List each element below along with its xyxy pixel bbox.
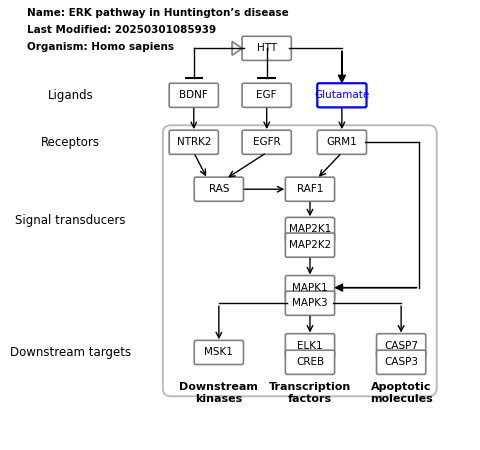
Text: Glutamate: Glutamate — [314, 90, 370, 100]
Text: MAP2K1: MAP2K1 — [289, 225, 331, 234]
Text: Apoptotic
molecules: Apoptotic molecules — [370, 382, 432, 404]
FancyBboxPatch shape — [242, 130, 291, 154]
FancyBboxPatch shape — [286, 350, 335, 374]
FancyBboxPatch shape — [286, 291, 335, 315]
FancyBboxPatch shape — [242, 83, 291, 108]
Text: MAPK3: MAPK3 — [292, 298, 328, 308]
FancyBboxPatch shape — [286, 177, 335, 201]
FancyBboxPatch shape — [376, 350, 426, 374]
FancyBboxPatch shape — [169, 130, 218, 154]
Text: NTRK2: NTRK2 — [177, 137, 211, 147]
FancyBboxPatch shape — [163, 125, 437, 396]
Text: Ligands: Ligands — [48, 89, 94, 102]
Text: MAP2K2: MAP2K2 — [289, 240, 331, 250]
Text: Downstream targets: Downstream targets — [10, 346, 132, 359]
Text: Receptors: Receptors — [41, 136, 100, 149]
FancyBboxPatch shape — [286, 217, 335, 242]
Text: Transcription
factors: Transcription factors — [269, 382, 351, 404]
Text: GRM1: GRM1 — [326, 137, 357, 147]
FancyBboxPatch shape — [286, 334, 335, 358]
FancyBboxPatch shape — [376, 334, 426, 358]
Text: EGF: EGF — [256, 90, 277, 100]
Text: RAS: RAS — [209, 184, 229, 194]
Text: BDNF: BDNF — [180, 90, 208, 100]
FancyBboxPatch shape — [286, 275, 335, 300]
Text: MSK1: MSK1 — [204, 347, 233, 357]
Text: Downstream
kinases: Downstream kinases — [180, 382, 258, 404]
FancyBboxPatch shape — [317, 130, 367, 154]
Text: HTT: HTT — [257, 43, 277, 54]
FancyBboxPatch shape — [169, 83, 218, 108]
Text: CREB: CREB — [296, 357, 324, 367]
Text: Name: ERK pathway in Huntington’s disease: Name: ERK pathway in Huntington’s diseas… — [27, 8, 289, 18]
FancyBboxPatch shape — [242, 36, 291, 60]
Text: MAPK1: MAPK1 — [292, 283, 328, 293]
Text: CASP3: CASP3 — [384, 357, 418, 367]
Text: Signal transducers: Signal transducers — [15, 214, 126, 227]
FancyBboxPatch shape — [194, 340, 243, 364]
Text: Last Modified: 20250301085939: Last Modified: 20250301085939 — [27, 25, 216, 35]
FancyBboxPatch shape — [317, 83, 367, 108]
FancyBboxPatch shape — [286, 233, 335, 257]
Text: ELK1: ELK1 — [297, 341, 323, 351]
Text: CASP7: CASP7 — [384, 341, 418, 351]
Text: Organism: Homo sapiens: Organism: Homo sapiens — [27, 42, 174, 52]
Text: RAF1: RAF1 — [297, 184, 323, 194]
FancyBboxPatch shape — [194, 177, 243, 201]
Text: EGFR: EGFR — [253, 137, 280, 147]
